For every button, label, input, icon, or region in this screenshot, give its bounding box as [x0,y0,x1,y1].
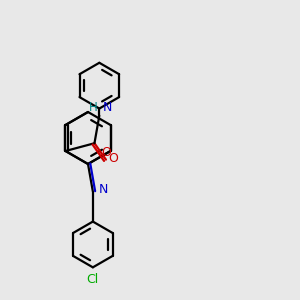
Text: O: O [102,146,112,158]
Text: Cl: Cl [87,273,99,286]
Text: N: N [99,183,108,196]
Text: O: O [108,152,118,165]
Text: N: N [102,101,112,114]
Text: H: H [88,101,97,114]
